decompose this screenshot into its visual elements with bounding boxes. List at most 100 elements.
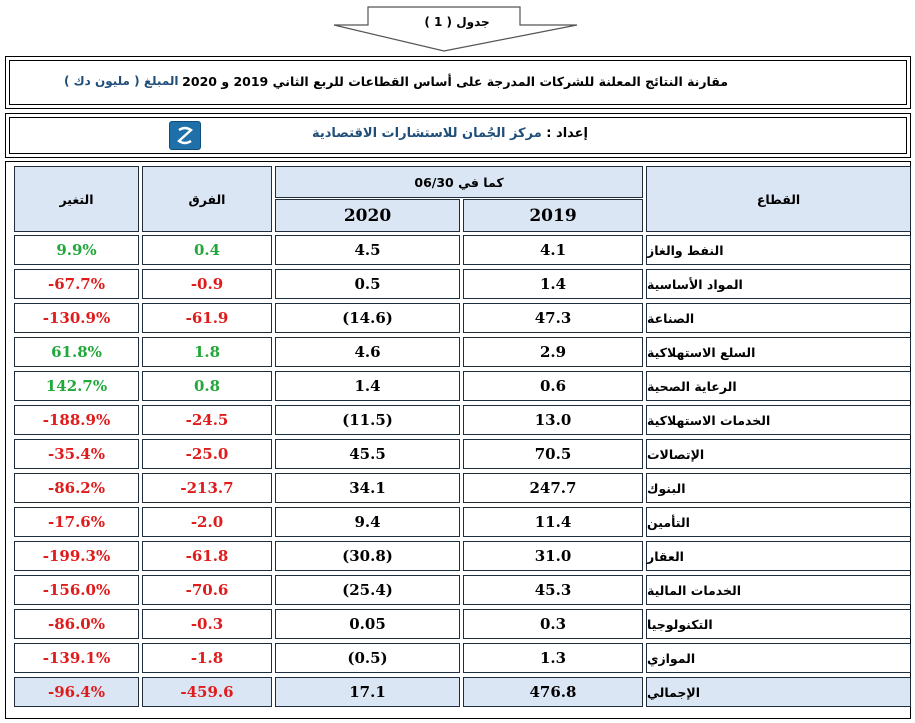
cell-diff: -0.9 xyxy=(142,269,272,299)
cell-change: -86.2% xyxy=(14,473,139,503)
cell-y2020: (30.8) xyxy=(275,541,460,571)
title-box: مقارنة النتائج المعلنة للشركات المدرجة ع… xyxy=(5,56,911,109)
cell-diff: -2.0 xyxy=(142,507,272,537)
table-row: -17.6% -2.0 9.4 11.4 التأمين xyxy=(14,507,911,537)
cell-sector: المواد الأساسية xyxy=(646,269,911,299)
results-table: التغير الفرق كما في 06/30 2020 2019 القط… xyxy=(5,161,911,719)
table-row: -188.9% -24.5 (11.5) 13.0 الخدمات الاستهلاكي… xyxy=(14,405,911,435)
cell-y2020: (14.6) xyxy=(275,303,460,333)
cell-sector: الإجمالي xyxy=(646,677,911,707)
cell-diff: -61.9 xyxy=(142,303,272,333)
cell-change: -156.0% xyxy=(14,575,139,605)
cell-diff: -24.5 xyxy=(142,405,272,435)
header-2019: 2019 xyxy=(463,199,643,232)
cell-sector: الصناعة xyxy=(646,303,911,333)
cell-diff: 0.4 xyxy=(142,235,272,265)
cell-diff: -61.8 xyxy=(142,541,272,571)
cell-y2020: (25.4) xyxy=(275,575,460,605)
table-caption: جدول ( 1 ) xyxy=(424,15,490,29)
cell-y2020: 45.5 xyxy=(275,439,460,469)
header-as-of: كما في 06/30 xyxy=(275,166,643,198)
unit-label: المبلغ ( مليون دك ) xyxy=(64,74,179,88)
cell-change: -199.3% xyxy=(14,541,139,571)
cell-sector: العقار xyxy=(646,541,911,571)
cell-y2019: 31.0 xyxy=(463,541,643,571)
cell-change: 61.8% xyxy=(14,337,139,367)
cell-y2020: 17.1 xyxy=(275,677,460,707)
table-row: -67.7% -0.9 0.5 1.4 المواد الأساسية xyxy=(14,269,911,299)
cell-sector: الإتصالات xyxy=(646,439,911,469)
cell-sector: التأمين xyxy=(646,507,911,537)
cell-sector: الخدمات المالية xyxy=(646,575,911,605)
cell-y2019: 70.5 xyxy=(463,439,643,469)
cell-diff: -459.6 xyxy=(142,677,272,707)
cell-sector: الرعاية الصحية xyxy=(646,371,911,401)
header-sector: القطاع xyxy=(646,166,911,232)
down-arrow-icon xyxy=(333,6,578,52)
cell-y2020: (0.5) xyxy=(275,643,460,673)
prepared-by-box: إعداد : مركز الجُمان للاستشارات الاقتصاد… xyxy=(5,113,911,158)
cell-change: -130.9% xyxy=(14,303,139,333)
aljuman-logo-icon xyxy=(169,121,201,150)
cell-y2019: 13.0 xyxy=(463,405,643,435)
cell-diff: 1.8 xyxy=(142,337,272,367)
header-change: التغير xyxy=(14,166,139,232)
cell-change: -139.1% xyxy=(14,643,139,673)
cell-y2019: 2.9 xyxy=(463,337,643,367)
cell-change: -17.6% xyxy=(14,507,139,537)
header-2020: 2020 xyxy=(275,199,460,232)
cell-change: 9.9% xyxy=(14,235,139,265)
cell-change: -188.9% xyxy=(14,405,139,435)
cell-sector: السلع الاستهلاكية xyxy=(646,337,911,367)
cell-change: 142.7% xyxy=(14,371,139,401)
cell-change: -96.4% xyxy=(14,677,139,707)
cell-y2019: 11.4 xyxy=(463,507,643,537)
cell-y2019: 0.3 xyxy=(463,609,643,639)
cell-y2020: 4.6 xyxy=(275,337,460,367)
cell-diff: -25.0 xyxy=(142,439,272,469)
cell-y2020: 1.4 xyxy=(275,371,460,401)
cell-y2019: 0.6 xyxy=(463,371,643,401)
cell-sector: البنوك xyxy=(646,473,911,503)
cell-y2019: 476.8 xyxy=(463,677,643,707)
cell-diff: -70.6 xyxy=(142,575,272,605)
table-total-row: -96.4% -459.6 17.1 476.8 الإجمالي xyxy=(14,677,911,707)
table-row: -35.4% -25.0 45.5 70.5 الإتصالات xyxy=(14,439,911,469)
prepared-by: إعداد : مركز الجُمان للاستشارات الاقتصاد… xyxy=(312,126,588,141)
prepared-by-name: مركز الجُمان للاستشارات الاقتصادية xyxy=(311,126,542,141)
cell-y2019: 1.3 xyxy=(463,643,643,673)
header-diff: الفرق xyxy=(142,166,272,232)
cell-y2019: 1.4 xyxy=(463,269,643,299)
cell-change: -35.4% xyxy=(14,439,139,469)
cell-y2019: 47.3 xyxy=(463,303,643,333)
cell-change: -86.0% xyxy=(14,609,139,639)
table-row: -139.1% -1.8 (0.5) 1.3 الموازي xyxy=(14,643,911,673)
cell-diff: -0.3 xyxy=(142,609,272,639)
table-row: 61.8% 1.8 4.6 2.9 السلع الاستهلاكية xyxy=(14,337,911,367)
table-row: 9.9% 0.4 4.5 4.1 النفط والغاز xyxy=(14,235,911,265)
cell-y2020: (11.5) xyxy=(275,405,460,435)
cell-y2020: 0.5 xyxy=(275,269,460,299)
cell-diff: -1.8 xyxy=(142,643,272,673)
cell-y2020: 9.4 xyxy=(275,507,460,537)
cell-y2020: 0.05 xyxy=(275,609,460,639)
cell-sector: الخدمات الاستهلاكية xyxy=(646,405,911,435)
table-row: -130.9% -61.9 (14.6) 47.3 الصناعة xyxy=(14,303,911,333)
table-row: -86.2% -213.7 34.1 247.7 البنوك xyxy=(14,473,911,503)
cell-y2020: 34.1 xyxy=(275,473,460,503)
cell-diff: 0.8 xyxy=(142,371,272,401)
cell-y2020: 4.5 xyxy=(275,235,460,265)
cell-y2019: 45.3 xyxy=(463,575,643,605)
prepared-by-label: إعداد : xyxy=(546,126,588,141)
cell-sector: التكنولوجيا xyxy=(646,609,911,639)
table-row: -199.3% -61.8 (30.8) 31.0 العقار xyxy=(14,541,911,571)
table-row: -86.0% -0.3 0.05 0.3 التكنولوجيا xyxy=(14,609,911,639)
table-row: 142.7% 0.8 1.4 0.6 الرعاية الصحية xyxy=(14,371,911,401)
cell-y2019: 4.1 xyxy=(463,235,643,265)
cell-y2019: 247.7 xyxy=(463,473,643,503)
cell-change: -67.7% xyxy=(14,269,139,299)
table-row: -156.0% -70.6 (25.4) 45.3 الخدمات المالية xyxy=(14,575,911,605)
table-caption-arrow: جدول ( 1 ) xyxy=(332,3,582,53)
cell-sector: النفط والغاز xyxy=(646,235,911,265)
cell-sector: الموازي xyxy=(646,643,911,673)
